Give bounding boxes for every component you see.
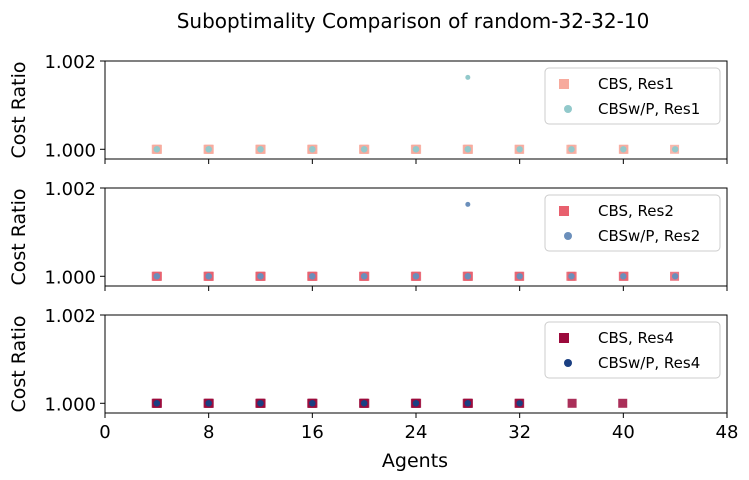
- data-point: [412, 146, 420, 153]
- data-point: [464, 400, 472, 407]
- y-tick-label: 1.002: [44, 52, 96, 73]
- data-point: [257, 146, 264, 153]
- data-point: [516, 400, 523, 407]
- legend-box: [544, 321, 721, 379]
- legend-marker: [564, 359, 572, 367]
- panel-1: 1.000 1.002 Cost Ratio CBS, Res1 CBSw/P, Res…: [8, 52, 728, 164]
- data-point: [153, 400, 161, 407]
- data-point: [412, 400, 420, 407]
- legend: CBS, Res4 CBSw/P, Res4: [544, 321, 721, 379]
- data-point: [360, 273, 368, 280]
- data-point: [620, 273, 627, 280]
- data-point: [568, 273, 575, 280]
- legend-label: CBSw/P, Res4: [598, 354, 700, 372]
- x-tick-label: 32: [508, 422, 531, 443]
- data-point: [465, 74, 471, 80]
- data-point: [205, 273, 212, 280]
- data-point: [671, 146, 679, 153]
- data-point: [516, 273, 523, 280]
- series-cbsw-p-res2: [153, 201, 679, 280]
- legend-box: [544, 67, 721, 125]
- data-point: [464, 146, 472, 153]
- legend-label: CBS, Res4: [598, 329, 674, 347]
- data-point: [412, 273, 420, 280]
- panel-3: 0 8 16 24 32 40 48 1.000 1.002 Cost Ratio CBS, Res…: [8, 306, 738, 443]
- x-tick-label: 48: [716, 422, 739, 443]
- legend-marker: [559, 333, 569, 343]
- panels: 1.000 1.002 Cost Ratio CBS, Res1 CBSw/P, Res…: [8, 52, 738, 443]
- x-tick-label: 16: [301, 422, 324, 443]
- data-point: [464, 273, 472, 280]
- data-point: [205, 400, 212, 407]
- y-tick-label: 1.000: [44, 394, 96, 415]
- plot-frame: [104, 187, 728, 287]
- legend-marker: [564, 232, 572, 240]
- legend-marker: [559, 79, 569, 89]
- series-cbsw-p-res1: [153, 74, 679, 153]
- y-axis-label: Cost Ratio: [8, 315, 30, 412]
- data-point: [153, 146, 161, 153]
- y-tick-label: 1.002: [44, 306, 96, 327]
- legend-label: CBS, Res2: [598, 202, 674, 220]
- x-tick-label: 40: [612, 422, 635, 443]
- legend: CBS, Res2 CBSw/P, Res2: [544, 194, 721, 252]
- y-axis-label: Cost Ratio: [8, 188, 30, 285]
- data-point: [465, 201, 471, 207]
- data-point: [309, 400, 316, 407]
- data-point: [309, 273, 316, 280]
- data-point: [568, 146, 575, 153]
- legend-marker: [564, 105, 572, 113]
- data-point: [671, 273, 679, 280]
- data-point: [257, 273, 264, 280]
- series-cbsw-p-res4: [153, 400, 523, 407]
- data-point: [257, 400, 264, 407]
- legend-box: [544, 194, 721, 252]
- y-tick-label: 1.002: [44, 179, 96, 200]
- y-tick-label: 1.000: [44, 267, 96, 288]
- data-point: [205, 146, 212, 153]
- data-point: [516, 146, 523, 153]
- legend: CBS, Res1 CBSw/P, Res1: [544, 67, 721, 125]
- y-axis-label: Cost Ratio: [8, 61, 30, 158]
- x-axis-label: Agents: [382, 450, 448, 472]
- data-point: [360, 146, 368, 153]
- data-point: [309, 146, 316, 153]
- x-tick-label: 0: [99, 422, 110, 443]
- x-tick-label: 8: [203, 422, 214, 443]
- plot-frame: [104, 60, 728, 160]
- chart-title: Suboptimality Comparison of random-32-32…: [177, 9, 650, 33]
- legend-label: CBS, Res1: [598, 75, 674, 93]
- panel-2: 1.000 1.002 Cost Ratio CBS, Res2 CBSw/P, Res…: [8, 179, 728, 291]
- y-tick-label: 1.000: [44, 140, 96, 161]
- legend-label: CBSw/P, Res2: [598, 227, 700, 245]
- legend-label: CBSw/P, Res1: [598, 100, 700, 118]
- plot-frame: [104, 314, 728, 414]
- data-point: [567, 398, 577, 408]
- data-point: [618, 398, 628, 408]
- x-tick-label: 24: [405, 422, 428, 443]
- legend-marker: [559, 206, 569, 216]
- series-cbs-res4: [151, 398, 628, 408]
- data-point: [620, 146, 627, 153]
- data-point: [153, 273, 161, 280]
- data-point: [360, 400, 368, 407]
